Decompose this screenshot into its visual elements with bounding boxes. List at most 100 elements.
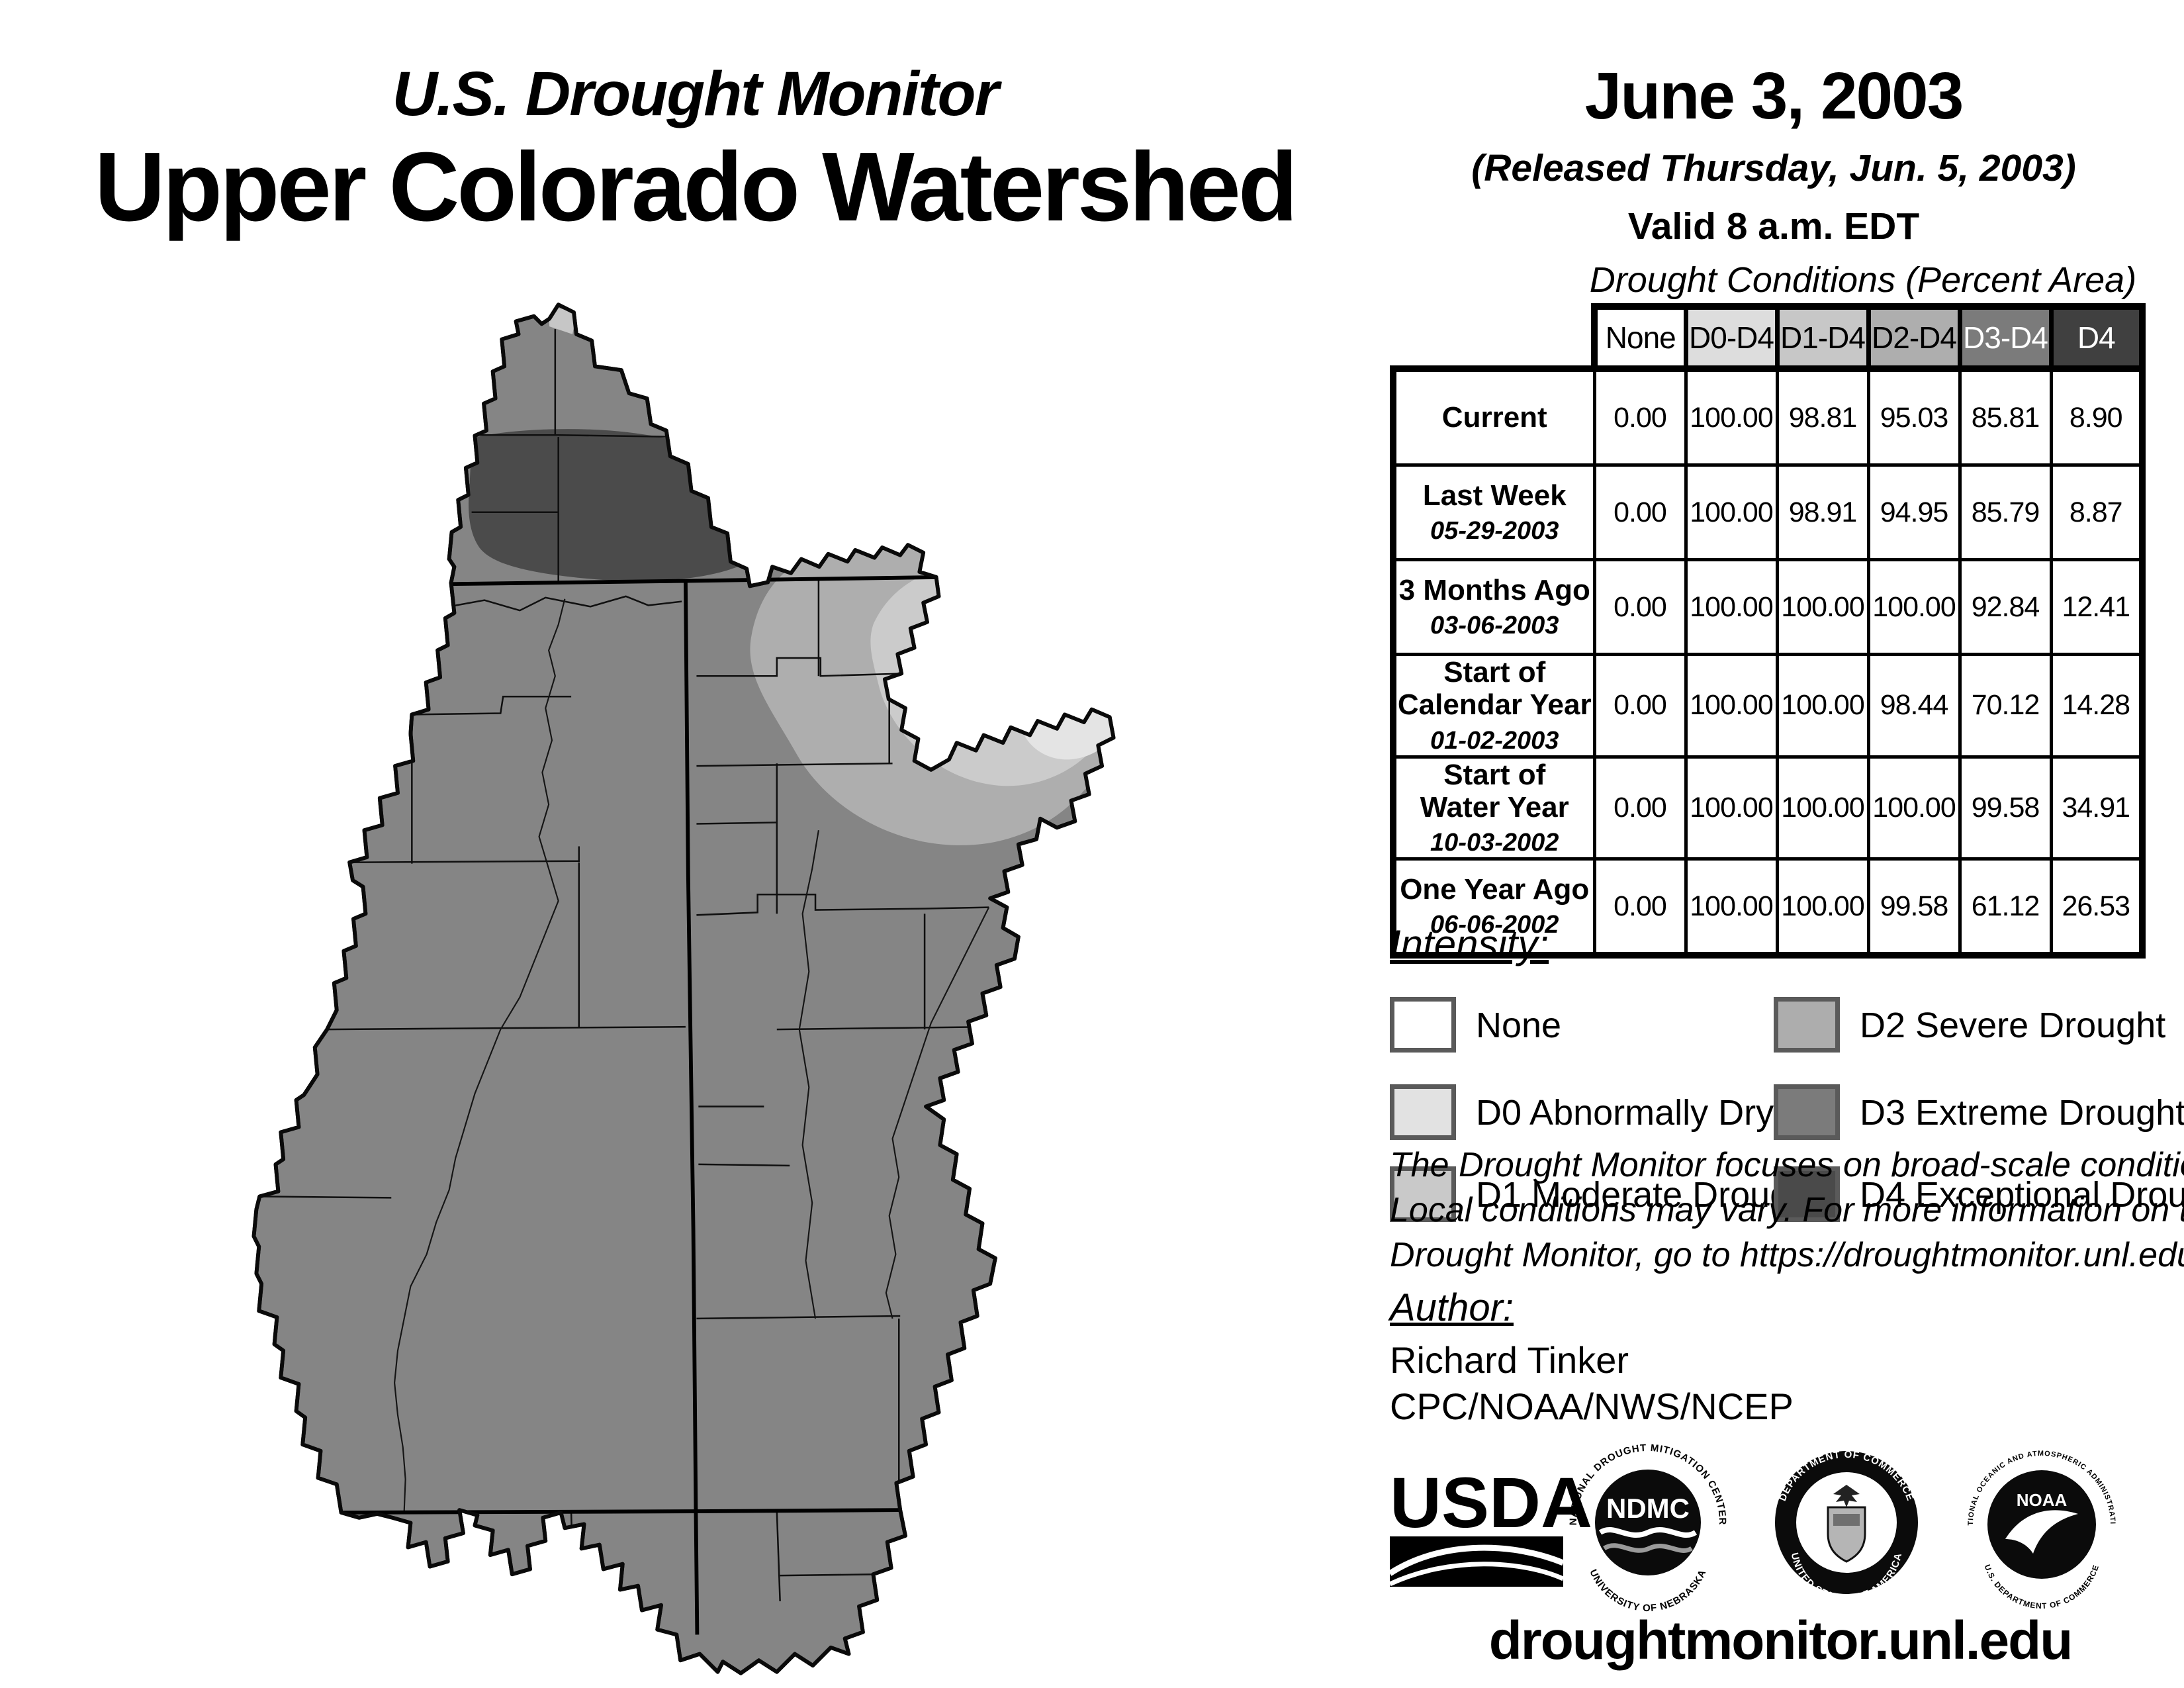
website-url: droughtmonitor.unl.edu <box>1488 1611 2073 1671</box>
cell: 98.91 <box>1775 463 1870 561</box>
cell: 0.00 <box>1592 653 1688 759</box>
cell: 100.00 <box>1684 857 1779 959</box>
legend-swatch-d4 <box>1774 1166 1840 1222</box>
cell: 98.44 <box>1866 653 1962 759</box>
table-corner-cell <box>1393 306 1594 369</box>
row-date: 03-06-2003 <box>1430 612 1559 640</box>
cell: 100.00 <box>1775 653 1870 759</box>
legend-label: D0 Abnormally Dry <box>1476 1093 1774 1133</box>
row-label: Last Week <box>1422 479 1567 512</box>
disclaimer-line: Drought Monitor, go to https://droughtmo… <box>1390 1236 2184 1274</box>
cell: 100.00 <box>1684 755 1779 861</box>
disclaimer-line: Local conditions may vary. For more info… <box>1390 1191 2184 1229</box>
table-row: Start of Water Year 10-03-2002 0.00 100.… <box>1390 755 2146 861</box>
legend-swatch-d3 <box>1774 1084 1840 1140</box>
row-header-start-calendar-year: Start of Calendar Year 01-02-2003 <box>1390 653 1596 759</box>
table-row: Last Week 05-29-2003 0.00 100.00 98.91 9… <box>1390 463 2146 561</box>
row-header-3-months-ago: 3 Months Ago 03-06-2003 <box>1390 558 1596 656</box>
legend-label: D3 Extreme Drought <box>1860 1093 2184 1133</box>
row-label: 3 Months Ago <box>1398 573 1590 606</box>
commerce-logo: DEPARTMENT OF COMMERCE UNITED STATES OF … <box>1775 1449 1918 1604</box>
cell: 100.00 <box>1684 558 1779 656</box>
row-date: 05-29-2003 <box>1430 517 1559 545</box>
date-block: June 3, 2003 (Released Thursday, Jun. 5,… <box>1396 58 2151 248</box>
row-label: Start of Calendar Year <box>1397 656 1592 722</box>
disclaimer-line: The Drought Monitor focuses on broad-sca… <box>1390 1146 2184 1184</box>
agency-logos: USDA NATIONAL DROUGHT MITIGATION CENTER … <box>1377 1440 2116 1612</box>
program-title: U.S. Drought Monitor <box>392 59 999 129</box>
cell: 100.00 <box>1866 755 1962 861</box>
author-title: Author: <box>1390 1286 1514 1329</box>
county-lines <box>259 329 989 1609</box>
legend-title: Intensity: <box>1390 922 1549 966</box>
col-header-d0d4: D0-D4 <box>1683 303 1780 371</box>
cell: 98.81 <box>1775 365 1870 467</box>
row-date: 01-02-2003 <box>1430 726 1559 755</box>
cell: 100.00 <box>1684 463 1779 561</box>
map-date: June 3, 2003 <box>1584 59 1964 133</box>
cell: 8.90 <box>2049 365 2146 467</box>
col-header-d3d4: D3-D4 <box>1957 303 2054 371</box>
author-name: Richard Tinker <box>1390 1339 1629 1381</box>
watershed-outline <box>251 303 1116 1675</box>
ndmc-text: NDMC <box>1606 1493 1690 1524</box>
col-header-d2d4: D2-D4 <box>1866 303 1962 371</box>
row-header-start-water-year: Start of Water Year 10-03-2002 <box>1390 755 1596 861</box>
usda-text: USDA <box>1390 1462 1592 1542</box>
cell: 92.84 <box>1958 558 2053 656</box>
river-lines <box>394 598 990 1512</box>
drought-conditions-table: None D0-D4 D1-D4 D2-D4 D3-D4 D4 Current … <box>1390 303 2146 959</box>
noaa-bird-icon <box>2005 1510 2078 1554</box>
cell: 94.95 <box>1866 463 1962 561</box>
cell: 14.28 <box>2049 653 2146 759</box>
cell: 85.81 <box>1958 365 2053 467</box>
row-header-last-week: Last Week 05-29-2003 <box>1390 463 1596 561</box>
col-header-d1d4: D1-D4 <box>1774 303 1871 371</box>
cell: 0.00 <box>1592 857 1688 959</box>
row-label: Current <box>1441 401 1547 434</box>
table-row: 3 Months Ago 03-06-2003 0.00 100.00 100.… <box>1390 558 2146 656</box>
legend-swatch-d1 <box>1390 1166 1456 1222</box>
usda-logo: USDA <box>1388 1462 1592 1587</box>
cell: 100.00 <box>1684 653 1779 759</box>
cell: 12.41 <box>2049 558 2146 656</box>
released-date: (Released Thursday, Jun. 5, 2003) <box>1471 147 2076 189</box>
cell: 0.00 <box>1592 365 1688 467</box>
row-header-current: Current <box>1390 365 1596 467</box>
cell: 70.12 <box>1958 653 2053 759</box>
cell: 34.91 <box>2049 755 2146 861</box>
row-label: Start of Water Year <box>1420 758 1569 823</box>
cell: 100.00 <box>1775 558 1870 656</box>
cell: 26.53 <box>2049 857 2146 959</box>
row-label: One Year Ago <box>1400 872 1590 906</box>
cell: 99.58 <box>1866 857 1962 959</box>
cell: 100.00 <box>1684 365 1779 467</box>
cell: 95.03 <box>1866 365 1962 467</box>
legend-label: None <box>1476 1006 1562 1045</box>
cell: 100.00 <box>1775 857 1870 959</box>
page-title: Upper Colorado Watershed <box>94 132 1298 242</box>
cell: 0.00 <box>1592 755 1688 861</box>
table-title: Drought Conditions (Percent Area) <box>1589 260 2137 300</box>
cell: 100.00 <box>1866 558 1962 656</box>
cell: 100.00 <box>1775 755 1870 861</box>
valid-time: Valid 8 a.m. EDT <box>1627 205 1920 248</box>
commerce-eagle-icon <box>1833 1485 1860 1507</box>
row-date: 10-03-2002 <box>1430 829 1559 857</box>
row-date: 06-06-2002 <box>1430 911 1559 939</box>
table-row: Current 0.00 100.00 98.81 95.03 85.81 8.… <box>1390 365 2146 467</box>
cell: 61.12 <box>1958 857 2053 959</box>
noaa-text: NOAA <box>2017 1490 2068 1510</box>
legend-label: D1 Moderate Drought <box>1476 1175 1820 1215</box>
table-row: One Year Ago 06-06-2002 0.00 100.00 100.… <box>1390 857 2146 959</box>
watershed-map <box>251 303 1116 1675</box>
cell: 0.00 <box>1592 463 1688 561</box>
legend-label: D2 Severe Drought <box>1860 1006 2166 1045</box>
row-header-one-year-ago: One Year Ago 06-06-2002 <box>1390 857 1596 959</box>
table-header-row: None D0-D4 D1-D4 D2-D4 D3-D4 D4 <box>1393 303 2146 371</box>
legend-swatch-d0 <box>1390 1084 1456 1140</box>
cell: 0.00 <box>1592 558 1688 656</box>
author-org: CPC/NOAA/NWS/NCEP <box>1390 1385 1794 1427</box>
legend-label: D4 Exceptional Drought <box>1860 1175 2184 1215</box>
